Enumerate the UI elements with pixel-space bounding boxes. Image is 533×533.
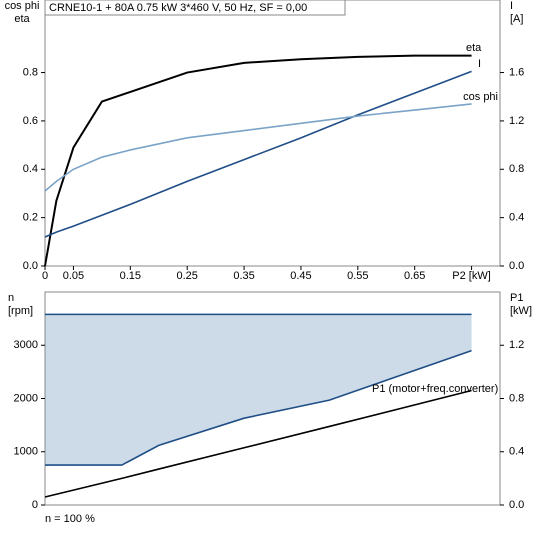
y2-tick-label: 0.8 [509,392,524,404]
y2-tick-label: 0.0 [509,260,524,272]
x-tick-label: 0.45 [290,270,311,282]
y-axis-title: n [8,292,14,304]
x-tick-label: 0.15 [120,270,141,282]
series-label: cos phi [463,91,498,103]
x-tick-label: 0.55 [347,270,368,282]
y-tick-label: 3000 [14,339,38,351]
x-tick-label: 0.05 [63,270,84,282]
y2-tick-label: 1.2 [509,115,524,127]
series-line [44,70,472,238]
y2-tick-label: 0.4 [509,212,524,224]
y-axis-title: cos phi [5,0,40,12]
x-tick-label: 0.65 [404,270,425,282]
y-tick-label: 0.2 [23,212,38,224]
series-label: I [478,58,481,70]
y2-tick-label: 0.4 [509,446,524,458]
chart-title: CRNE10-1 + 80A 0.75 kW 3*460 V, 50 Hz, S… [49,2,307,14]
range-area [45,314,472,466]
y-tick-label: 0 [32,499,38,511]
x-tick-label: 0.35 [233,270,254,282]
y2-tick-label: 1.2 [509,339,524,351]
series-line [44,103,472,192]
y-tick-label: 0.4 [23,163,38,175]
plot-frame [44,0,501,267]
series-label: P1 (motor+freq.converter) [372,383,498,395]
y2-tick-label: 1.6 [509,66,524,78]
y2-axis-title: P1 [510,292,523,304]
y2-tick-label: 0.8 [509,163,524,175]
y-tick-label: 0.8 [23,66,38,78]
y-tick-label: 2000 [14,392,38,404]
y2-axis-title: I [510,0,513,12]
y-axis-title: eta [14,13,30,25]
series-line [45,349,472,466]
y2-axis-title: [kW] [510,305,532,317]
x-tick-label: 0.25 [176,270,197,282]
y2-tick-label: 0.0 [509,499,524,511]
y-axis-title: [rpm] [8,305,33,317]
y-tick-label: 0.0 [23,260,38,272]
y-tick-label: 1000 [14,446,38,458]
series-line [44,54,472,267]
annotation: n = 100 % [45,513,95,525]
title-box [44,0,346,16]
series-line [44,389,472,498]
x-tick-label: P2 [kW] [452,270,491,282]
y2-axis-title: [A] [510,13,523,25]
y-tick-label: 0.6 [23,115,38,127]
series-label: eta [466,42,482,54]
x-tick-label: 0 [42,270,48,282]
